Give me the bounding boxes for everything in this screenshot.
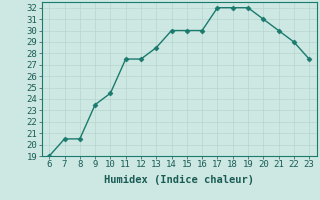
X-axis label: Humidex (Indice chaleur): Humidex (Indice chaleur) <box>104 175 254 185</box>
